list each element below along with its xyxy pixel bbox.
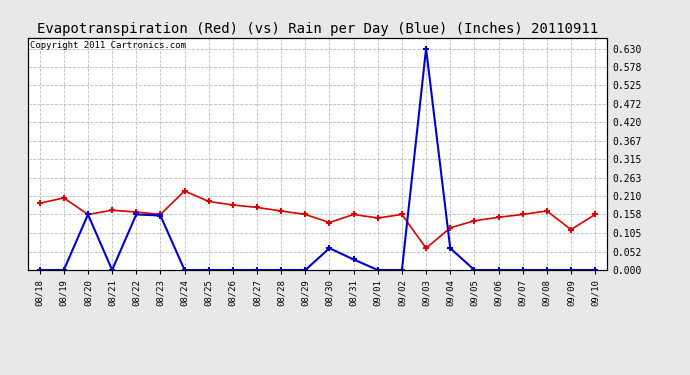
Title: Evapotranspiration (Red) (vs) Rain per Day (Blue) (Inches) 20110911: Evapotranspiration (Red) (vs) Rain per D… <box>37 22 598 36</box>
Text: Copyright 2011 Cartronics.com: Copyright 2011 Cartronics.com <box>30 41 186 50</box>
